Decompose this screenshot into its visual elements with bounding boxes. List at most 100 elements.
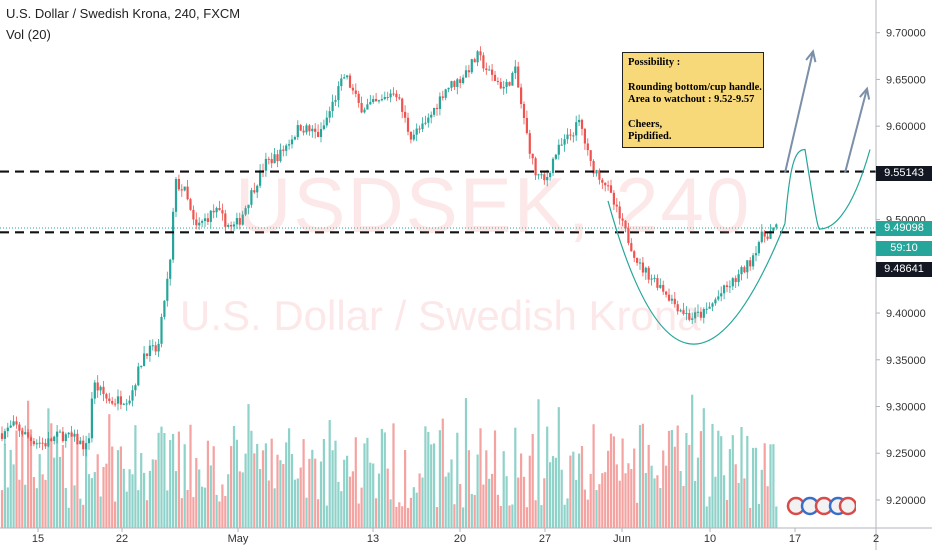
volume-bar: [79, 498, 82, 528]
volume-bar: [9, 449, 12, 528]
annotation-note[interactable]: Possibility : Rounding bottom/cup handle…: [622, 52, 764, 148]
volume-bar: [641, 423, 644, 528]
volume-bar: [64, 488, 67, 528]
volume-bar: [47, 408, 50, 528]
candle-body: [691, 318, 694, 320]
candle-body: [322, 125, 325, 130]
volume-bar: [195, 458, 198, 528]
volume-bar: [696, 457, 700, 528]
candle-body: [638, 262, 642, 264]
candle-body: [189, 199, 192, 210]
symbol-title[interactable]: U.S. Dollar / Swedish Krona, 240, FXCM: [6, 6, 241, 21]
event-flags-icon[interactable]: [786, 488, 858, 525]
candle-body: [627, 228, 630, 244]
candle-body: [314, 128, 317, 132]
candle-body: [288, 144, 291, 146]
volume-bar: [366, 437, 369, 528]
volume-indicator-label[interactable]: Vol (20): [6, 27, 51, 42]
volume-bar: [337, 481, 340, 528]
candle-body: [398, 97, 401, 99]
x-tick-label: 27: [539, 533, 551, 545]
volume-bar: [482, 484, 485, 528]
candle-body: [148, 345, 151, 357]
candle-body: [630, 243, 633, 252]
volume-bar: [427, 431, 430, 528]
candle-body: [459, 79, 462, 84]
candle-body: [705, 308, 708, 310]
level-lines: [0, 170, 876, 234]
candle-body: [343, 77, 346, 79]
candle-body: [415, 128, 418, 135]
candle-body: [450, 81, 453, 88]
volume-bar: [653, 478, 656, 528]
candle-body: [534, 158, 537, 176]
volume-bar: [276, 454, 279, 528]
volume-bar: [656, 475, 659, 528]
candle-body: [557, 144, 560, 155]
volume-bar: [180, 498, 183, 528]
candle-body: [740, 267, 743, 275]
volume-bar: [29, 429, 33, 528]
volume-bar: [586, 499, 589, 528]
candle-body: [58, 431, 62, 433]
y-tick-label: 9.25000: [886, 448, 926, 460]
candle-body: [143, 353, 146, 366]
y-tick-label: 9.20000: [886, 495, 926, 507]
candle-body: [224, 213, 227, 227]
candle-body: [601, 179, 604, 183]
volume-bar: [319, 461, 323, 528]
candle-body: [401, 98, 404, 112]
target-arrow-2: [844, 88, 868, 174]
volume-bar: [479, 428, 482, 528]
volume-bar: [96, 454, 99, 528]
volume-bar: [105, 463, 108, 528]
y-tick-label: 9.70000: [886, 28, 926, 40]
candle-body: [134, 385, 137, 391]
candle-body: [421, 123, 424, 129]
candle-body: [609, 185, 613, 193]
volume-bar: [412, 487, 415, 528]
volume-bar: [636, 502, 639, 528]
candle-body: [444, 89, 447, 98]
volume-bar: [659, 487, 662, 528]
volume-bar: [288, 428, 291, 528]
volume-bar: [212, 446, 215, 528]
candle-body: [731, 278, 734, 287]
volume-bar: [740, 426, 743, 528]
candle-body: [67, 432, 70, 435]
candle-body: [453, 81, 456, 88]
candle-body: [192, 209, 195, 220]
volume-bar: [618, 480, 621, 528]
volume-bar: [467, 450, 470, 528]
volume-bar: [462, 507, 465, 528]
volume-bar: [723, 475, 726, 528]
candle-body: [560, 144, 563, 146]
volume-bar: [143, 472, 146, 528]
candle-body: [395, 93, 398, 98]
volume-bar: [520, 453, 523, 528]
candle-body: [511, 72, 514, 86]
volume-bar: [627, 463, 630, 528]
volume-bar: [116, 450, 120, 528]
volume-bar: [305, 497, 308, 528]
volume-bar: [322, 438, 325, 528]
candle-body: [447, 87, 450, 90]
candle-body: [346, 75, 349, 78]
candle-body: [282, 149, 285, 151]
event-flags-graphic: [786, 496, 858, 516]
volume-bar: [404, 450, 407, 528]
candle-body: [485, 68, 488, 71]
volume-bar: [752, 447, 755, 528]
volume-bar: [259, 468, 262, 528]
candle-body: [50, 438, 53, 442]
support-price-badge: 9.48641: [876, 262, 932, 277]
volume-bar: [224, 495, 227, 528]
candle-body: [737, 274, 740, 282]
candle-body: [380, 99, 383, 101]
candle-body: [183, 186, 186, 191]
volume-bar: [435, 507, 439, 528]
candle-body: [128, 400, 131, 404]
volume-bar: [90, 478, 93, 528]
volume-bar: [444, 476, 447, 528]
